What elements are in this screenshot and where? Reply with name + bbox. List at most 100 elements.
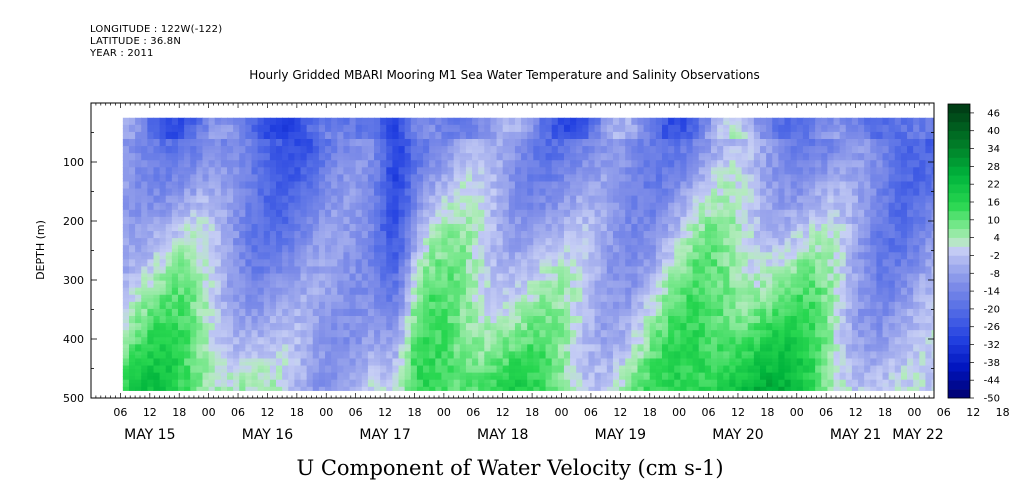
heatmap-cell xyxy=(282,284,289,289)
heatmap-cell xyxy=(171,195,179,200)
heatmap-cell xyxy=(245,255,253,260)
heatmap-cell xyxy=(190,277,197,282)
heatmap-cell xyxy=(294,365,302,370)
heatmap-cell xyxy=(159,192,167,197)
heatmap-cell xyxy=(472,121,479,126)
heatmap-cell xyxy=(453,167,461,172)
heatmap-cell xyxy=(367,223,375,229)
heatmap-cell xyxy=(502,206,510,211)
heatmap-cell xyxy=(159,308,167,314)
heatmap-cell xyxy=(447,227,455,232)
heatmap-cell xyxy=(318,319,326,324)
heatmap-cell xyxy=(490,220,498,225)
heatmap-cell xyxy=(196,315,204,321)
heatmap-cell xyxy=(435,142,443,147)
heatmap-cell xyxy=(153,185,161,190)
heatmap-cell xyxy=(196,153,204,158)
heatmap-cell xyxy=(459,369,467,374)
heatmap-cell xyxy=(392,209,400,214)
heatmap-cell xyxy=(257,358,265,363)
heatmap-cell xyxy=(478,238,485,243)
heatmap-cell xyxy=(453,354,461,360)
heatmap-cell xyxy=(337,301,345,306)
heatmap-cell xyxy=(496,266,504,271)
heatmap-cell xyxy=(490,354,498,360)
heatmap-cell xyxy=(416,241,424,246)
heatmap-cell xyxy=(496,379,504,384)
heatmap-cell xyxy=(325,273,332,278)
heatmap-cell xyxy=(196,124,204,129)
heatmap-cell xyxy=(306,156,314,161)
heatmap-cell xyxy=(147,372,155,377)
heatmap-cell xyxy=(208,206,216,211)
heatmap-cell xyxy=(490,280,498,285)
heatmap-cell xyxy=(349,376,357,381)
heatmap-cell xyxy=(410,160,418,165)
heatmap-cell xyxy=(435,252,443,257)
heatmap-cell xyxy=(447,340,455,345)
heatmap-cell xyxy=(312,248,320,253)
heatmap-cell xyxy=(386,252,394,257)
heatmap-cell xyxy=(269,160,277,165)
heatmap-cell xyxy=(159,358,167,363)
heatmap-cell xyxy=(147,358,155,363)
heatmap-cell xyxy=(135,337,142,342)
heatmap-cell xyxy=(135,142,142,147)
heatmap-cell xyxy=(392,146,400,151)
heatmap-cell xyxy=(147,146,155,151)
heatmap-cell xyxy=(337,315,345,321)
heatmap-cell xyxy=(398,238,406,243)
heatmap-cell xyxy=(220,287,228,292)
heatmap-cell xyxy=(141,156,148,161)
heatmap-cell xyxy=(423,206,430,211)
heatmap-cell xyxy=(465,245,473,250)
heatmap-cell xyxy=(214,213,222,218)
latitude-label: LATITUDE : 36.8N xyxy=(90,36,182,47)
heatmap-cell xyxy=(404,347,412,352)
heatmap-cell xyxy=(398,308,406,314)
heatmap-cell xyxy=(484,344,492,349)
heatmap-cell xyxy=(312,280,320,285)
heatmap-cell xyxy=(429,372,436,377)
heatmap-cell xyxy=(490,255,498,260)
heatmap-cell xyxy=(367,227,375,232)
heatmap-cell xyxy=(202,135,210,140)
heatmap-cell xyxy=(404,315,412,321)
heatmap-cell xyxy=(251,301,259,306)
heatmap-cell xyxy=(380,354,387,360)
heatmap-cell xyxy=(423,298,430,303)
heatmap-cell xyxy=(178,199,185,204)
heatmap-cell xyxy=(184,238,191,243)
heatmap-cell xyxy=(435,209,443,214)
heatmap-cell xyxy=(153,199,161,204)
heatmap-cell xyxy=(122,337,130,342)
heatmap-cell xyxy=(423,192,430,197)
heatmap-cell xyxy=(380,121,387,126)
heatmap-cell xyxy=(343,206,351,211)
heatmap-cell xyxy=(337,266,345,271)
heatmap-cell xyxy=(441,330,449,335)
heatmap-cell xyxy=(269,121,277,126)
heatmap-cell xyxy=(416,351,424,356)
heatmap-cell xyxy=(386,330,394,335)
heatmap-cell xyxy=(441,160,449,165)
heatmap-cell xyxy=(423,315,430,321)
heatmap-cell xyxy=(367,312,375,317)
heatmap-cell xyxy=(239,185,246,190)
heatmap-cell xyxy=(245,199,253,204)
heatmap-cell xyxy=(453,326,461,331)
heatmap-cell xyxy=(288,128,295,133)
heatmap-cell xyxy=(459,362,467,367)
heatmap-cell xyxy=(257,330,265,335)
heatmap-cell xyxy=(135,312,142,317)
heatmap-cell xyxy=(300,206,308,211)
heatmap-cell xyxy=(171,170,179,175)
heatmap-cell xyxy=(367,146,375,151)
heatmap-cell xyxy=(484,213,492,218)
heatmap-cell xyxy=(386,248,394,253)
heatmap-cell xyxy=(190,330,197,335)
heatmap-cell xyxy=(288,220,295,225)
heatmap-cell xyxy=(122,121,130,126)
heatmap-cell xyxy=(245,117,253,122)
heatmap-cell xyxy=(294,301,302,306)
